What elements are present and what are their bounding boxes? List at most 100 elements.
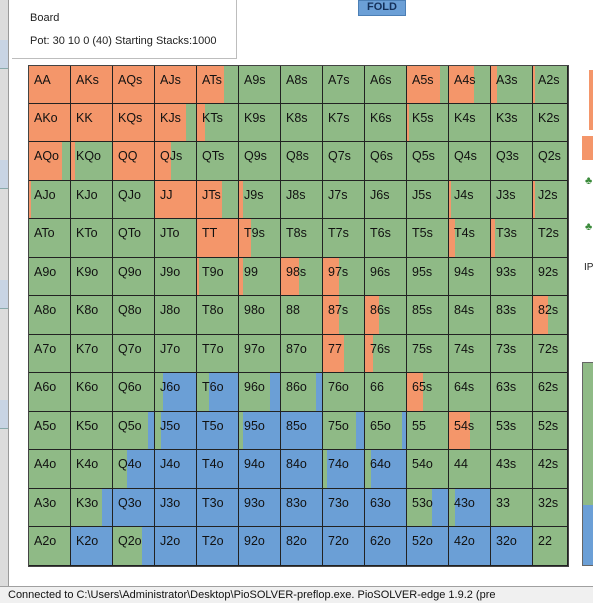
hand-cell-92o[interactable]: 92o — [239, 527, 281, 566]
hand-cell-QTs[interactable]: QTs — [197, 142, 239, 181]
hand-cell-Q2o[interactable]: Q2o — [113, 527, 155, 566]
hand-cell-93s[interactable]: 93s — [491, 258, 533, 296]
hand-cell-KK[interactable]: KK — [71, 104, 113, 142]
hand-cell-42s[interactable]: 42s — [533, 450, 568, 489]
hand-cell-T7o[interactable]: T7o — [197, 335, 239, 373]
hand-cell-88[interactable]: 88 — [281, 296, 323, 335]
hand-cell-T6s[interactable]: T6s — [365, 219, 407, 258]
hand-cell-K3o[interactable]: K3o — [71, 489, 113, 527]
hand-cell-98o[interactable]: 98o — [239, 296, 281, 335]
hand-cell-QTo[interactable]: QTo — [113, 219, 155, 258]
hand-cell-54s[interactable]: 54s — [449, 412, 491, 450]
hand-cell-22[interactable]: 22 — [533, 527, 568, 566]
hand-cell-K5s[interactable]: K5s — [407, 104, 449, 142]
hand-cell-QJs[interactable]: QJs — [155, 142, 197, 181]
hand-cell-K6s[interactable]: K6s — [365, 104, 407, 142]
hand-cell-96s[interactable]: 96s — [365, 258, 407, 296]
hand-cell-95s[interactable]: 95s — [407, 258, 449, 296]
left-panel-tab[interactable] — [0, 280, 8, 309]
hand-cell-AQo[interactable]: AQo — [29, 142, 71, 181]
hand-cell-AQs[interactable]: AQs — [113, 66, 155, 104]
hand-cell-A7o[interactable]: A7o — [29, 335, 71, 373]
hand-cell-KJo[interactable]: KJo — [71, 181, 113, 219]
hand-cell-K2s[interactable]: K2s — [533, 104, 568, 142]
hand-cell-44[interactable]: 44 — [449, 450, 491, 489]
hand-cell-32s[interactable]: 32s — [533, 489, 568, 527]
hand-cell-J3s[interactable]: J3s — [491, 181, 533, 219]
hand-cell-Q7o[interactable]: Q7o — [113, 335, 155, 373]
hand-cell-97o[interactable]: 97o — [239, 335, 281, 373]
hand-cell-J7s[interactable]: J7s — [323, 181, 365, 219]
hand-cell-KQo[interactable]: KQo — [71, 142, 113, 181]
hand-cell-54o[interactable]: 54o — [407, 450, 449, 489]
hand-cell-Q6o[interactable]: Q6o — [113, 373, 155, 412]
hand-cell-76o[interactable]: 76o — [323, 373, 365, 412]
hand-cell-86s[interactable]: 86s — [365, 296, 407, 335]
hand-cell-64o[interactable]: 64o — [365, 450, 407, 489]
hand-cell-72s[interactable]: 72s — [533, 335, 568, 373]
hand-cell-J2s[interactable]: J2s — [533, 181, 568, 219]
hand-cell-66[interactable]: 66 — [365, 373, 407, 412]
hand-cell-Q3s[interactable]: Q3s — [491, 142, 533, 181]
hand-cell-75s[interactable]: 75s — [407, 335, 449, 373]
hand-cell-93o[interactable]: 93o — [239, 489, 281, 527]
hand-cell-ATs[interactable]: ATs — [197, 66, 239, 104]
hand-cell-Q7s[interactable]: Q7s — [323, 142, 365, 181]
hand-cell-62s[interactable]: 62s — [533, 373, 568, 412]
hand-cell-J2o[interactable]: J2o — [155, 527, 197, 566]
hand-cell-K6o[interactable]: K6o — [71, 373, 113, 412]
hand-cell-J6o[interactable]: J6o — [155, 373, 197, 412]
hand-cell-52o[interactable]: 52o — [407, 527, 449, 566]
hand-cell-KJs[interactable]: KJs — [155, 104, 197, 142]
hand-cell-A2o[interactable]: A2o — [29, 527, 71, 566]
hand-cell-K3s[interactable]: K3s — [491, 104, 533, 142]
hand-cell-AKs[interactable]: AKs — [71, 66, 113, 104]
hand-cell-K9s[interactable]: K9s — [239, 104, 281, 142]
hand-cell-K4s[interactable]: K4s — [449, 104, 491, 142]
hand-cell-Q4s[interactable]: Q4s — [449, 142, 491, 181]
hand-cell-A5s[interactable]: A5s — [407, 66, 449, 104]
hand-cell-AKo[interactable]: AKo — [29, 104, 71, 142]
hand-cell-J3o[interactable]: J3o — [155, 489, 197, 527]
left-panel-tab[interactable] — [0, 400, 8, 429]
hand-cell-Q8s[interactable]: Q8s — [281, 142, 323, 181]
hand-cell-TT[interactable]: TT — [197, 219, 239, 258]
hand-cell-33[interactable]: 33 — [491, 489, 533, 527]
hand-cell-32o[interactable]: 32o — [491, 527, 533, 566]
hand-cell-T9o[interactable]: T9o — [197, 258, 239, 296]
hand-cell-82o[interactable]: 82o — [281, 527, 323, 566]
hand-cell-T6o[interactable]: T6o — [197, 373, 239, 412]
hand-cell-Q9s[interactable]: Q9s — [239, 142, 281, 181]
hand-cell-A4o[interactable]: A4o — [29, 450, 71, 489]
hand-cell-64s[interactable]: 64s — [449, 373, 491, 412]
hand-cell-99[interactable]: 99 — [239, 258, 281, 296]
hand-cell-A5o[interactable]: A5o — [29, 412, 71, 450]
hand-cell-J5s[interactable]: J5s — [407, 181, 449, 219]
hand-cell-T8o[interactable]: T8o — [197, 296, 239, 335]
hand-cell-85o[interactable]: 85o — [281, 412, 323, 450]
hand-cell-J9s[interactable]: J9s — [239, 181, 281, 219]
hand-cell-A9s[interactable]: A9s — [239, 66, 281, 104]
hand-cell-53s[interactable]: 53s — [491, 412, 533, 450]
hand-cell-K2o[interactable]: K2o — [71, 527, 113, 566]
hand-cell-KTs[interactable]: KTs — [197, 104, 239, 142]
hand-cell-Q4o[interactable]: Q4o — [113, 450, 155, 489]
hand-cell-A2s[interactable]: A2s — [533, 66, 568, 104]
hand-cell-75o[interactable]: 75o — [323, 412, 365, 450]
hand-cell-K8s[interactable]: K8s — [281, 104, 323, 142]
hand-cell-A9o[interactable]: A9o — [29, 258, 71, 296]
hand-cell-55[interactable]: 55 — [407, 412, 449, 450]
hand-cell-J4o[interactable]: J4o — [155, 450, 197, 489]
hand-cell-A8s[interactable]: A8s — [281, 66, 323, 104]
left-panel-tab[interactable] — [0, 160, 8, 189]
hand-cell-87s[interactable]: 87s — [323, 296, 365, 335]
hand-cell-97s[interactable]: 97s — [323, 258, 365, 296]
hand-cell-T5s[interactable]: T5s — [407, 219, 449, 258]
hand-cell-98s[interactable]: 98s — [281, 258, 323, 296]
hand-cell-J9o[interactable]: J9o — [155, 258, 197, 296]
hand-cell-94o[interactable]: 94o — [239, 450, 281, 489]
hand-cell-A6o[interactable]: A6o — [29, 373, 71, 412]
hand-cell-42o[interactable]: 42o — [449, 527, 491, 566]
hand-cell-83s[interactable]: 83s — [491, 296, 533, 335]
hand-cell-86o[interactable]: 86o — [281, 373, 323, 412]
